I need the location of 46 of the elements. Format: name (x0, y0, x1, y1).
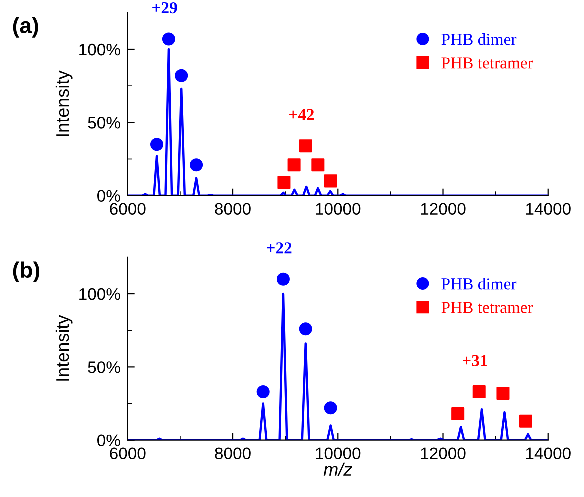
annotation: +42 (289, 109, 314, 120)
x-tick-label: 10000 (316, 203, 361, 216)
legend-label: PHB dimer (442, 278, 517, 290)
annotation: +29 (152, 2, 178, 14)
x-tick-label: 12000 (421, 203, 466, 216)
point (472, 386, 486, 399)
point (276, 272, 290, 286)
x-tick-label: 6000 (110, 203, 146, 216)
point (324, 402, 338, 415)
point (190, 158, 204, 172)
chart-title: (a) (13, 17, 38, 38)
legend-label: PHB tetramer (442, 58, 534, 69)
point (299, 322, 312, 336)
y-tick-label: 50% (88, 362, 120, 374)
point (299, 140, 312, 153)
y-tick-label: 0% (98, 190, 120, 202)
point (324, 174, 338, 188)
x-tick-label: 14000 (526, 448, 571, 460)
point (278, 176, 291, 190)
x-tick-label: 8000 (215, 448, 251, 460)
annotation: +31 (462, 355, 488, 366)
y-tick-label: 100% (80, 288, 120, 300)
x-tick-label: 10000 (316, 448, 361, 460)
x-tick-label: 8000 (215, 203, 251, 216)
point (496, 387, 510, 400)
chart-title: (b) (13, 262, 40, 282)
point (150, 138, 164, 152)
legend-label: PHB tetramer (442, 302, 534, 314)
point (452, 408, 465, 421)
y-tick-label: 100% (80, 44, 120, 56)
x-tick-label: 12000 (421, 448, 466, 460)
point (175, 69, 188, 82)
x-tick-label: 6000 (110, 448, 146, 460)
point (519, 414, 532, 428)
y-axis-title: Intensity (56, 70, 73, 136)
point (288, 158, 301, 172)
text: +22 (267, 242, 292, 254)
y-tick-label: 0% (98, 434, 120, 447)
y-axis-title: Intensity (56, 315, 73, 381)
y-tick-label: 50% (88, 117, 120, 129)
point (162, 32, 176, 46)
point (256, 386, 270, 399)
x-axis-title: m/z (324, 462, 352, 476)
point (312, 158, 325, 172)
x-tick-label: 14000 (526, 203, 571, 216)
legend-label: PHB dimer (442, 34, 517, 46)
